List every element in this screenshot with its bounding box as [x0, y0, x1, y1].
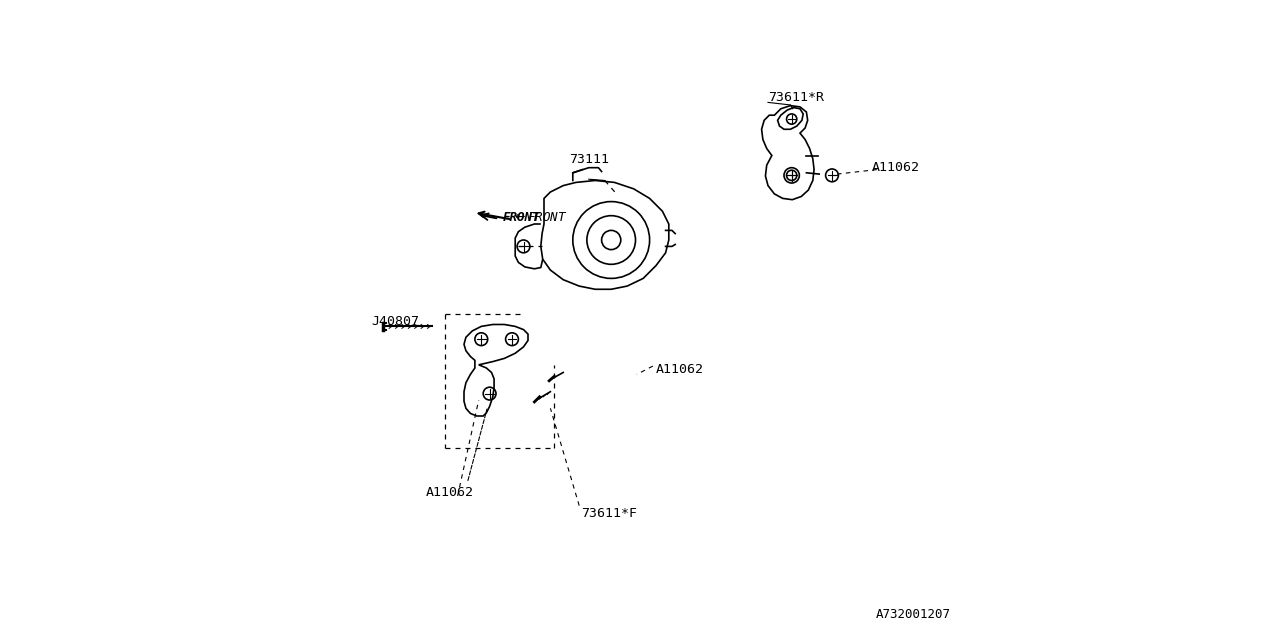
Text: 73611*F: 73611*F	[581, 507, 637, 520]
Text: A732001207: A732001207	[876, 608, 950, 621]
Text: FRONT: FRONT	[502, 211, 540, 224]
Text: J40807: J40807	[371, 315, 420, 328]
Text: A11062: A11062	[657, 364, 704, 376]
Text: $\leftarrow$FRONT: $\leftarrow$FRONT	[512, 211, 567, 224]
Text: 73111: 73111	[568, 154, 609, 166]
Text: A11062: A11062	[872, 161, 919, 174]
Text: 73611*R: 73611*R	[768, 91, 824, 104]
Text: A11062: A11062	[425, 486, 474, 499]
